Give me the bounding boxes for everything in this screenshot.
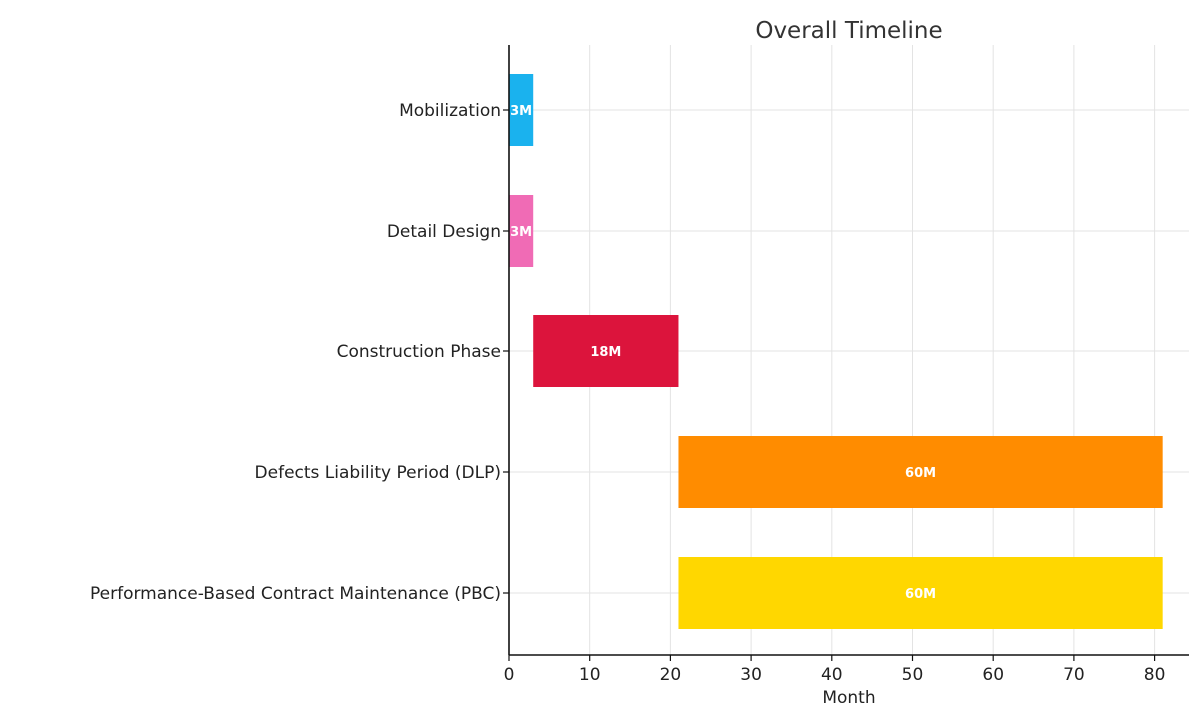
bar bbox=[533, 315, 679, 387]
bar-data-label: 60M bbox=[905, 587, 936, 602]
bar-data-label: 3M bbox=[510, 225, 532, 240]
x-tick-label: 70 bbox=[1063, 665, 1085, 685]
bar-data-label: 60M bbox=[905, 466, 936, 481]
x-tick-label: 20 bbox=[660, 665, 682, 685]
x-tick-label: 50 bbox=[902, 665, 924, 685]
chart-title: Overall Timeline bbox=[755, 18, 942, 44]
bar bbox=[678, 557, 1163, 629]
bar bbox=[509, 195, 534, 267]
x-tick-label: 60 bbox=[982, 665, 1004, 685]
bar-data-label: 18M bbox=[590, 345, 621, 360]
category-label: Detail Design bbox=[387, 222, 501, 242]
x-tick-label: 40 bbox=[821, 665, 843, 685]
x-axis-title: Month bbox=[822, 688, 875, 706]
category-label: Defects Liability Period (DLP) bbox=[255, 463, 501, 483]
bars bbox=[509, 74, 1163, 629]
x-tick-label: 80 bbox=[1144, 665, 1166, 685]
category-label: Performance-Based Contract Maintenance (… bbox=[90, 584, 501, 604]
x-tick-label: 10 bbox=[579, 665, 601, 685]
labels: 0 10 20 30 40 50 60 70 80 Mobilization 3M Detail De… bbox=[90, 101, 1165, 685]
category-label: Construction Phase bbox=[337, 342, 501, 362]
axes bbox=[508, 45, 1189, 656]
bar bbox=[509, 74, 534, 146]
x-tick-label: 0 bbox=[504, 665, 515, 685]
bar bbox=[678, 436, 1163, 508]
category-label: Mobilization bbox=[399, 101, 501, 121]
x-tick-label: 30 bbox=[740, 665, 762, 685]
bar-data-label: 3M bbox=[510, 104, 532, 119]
